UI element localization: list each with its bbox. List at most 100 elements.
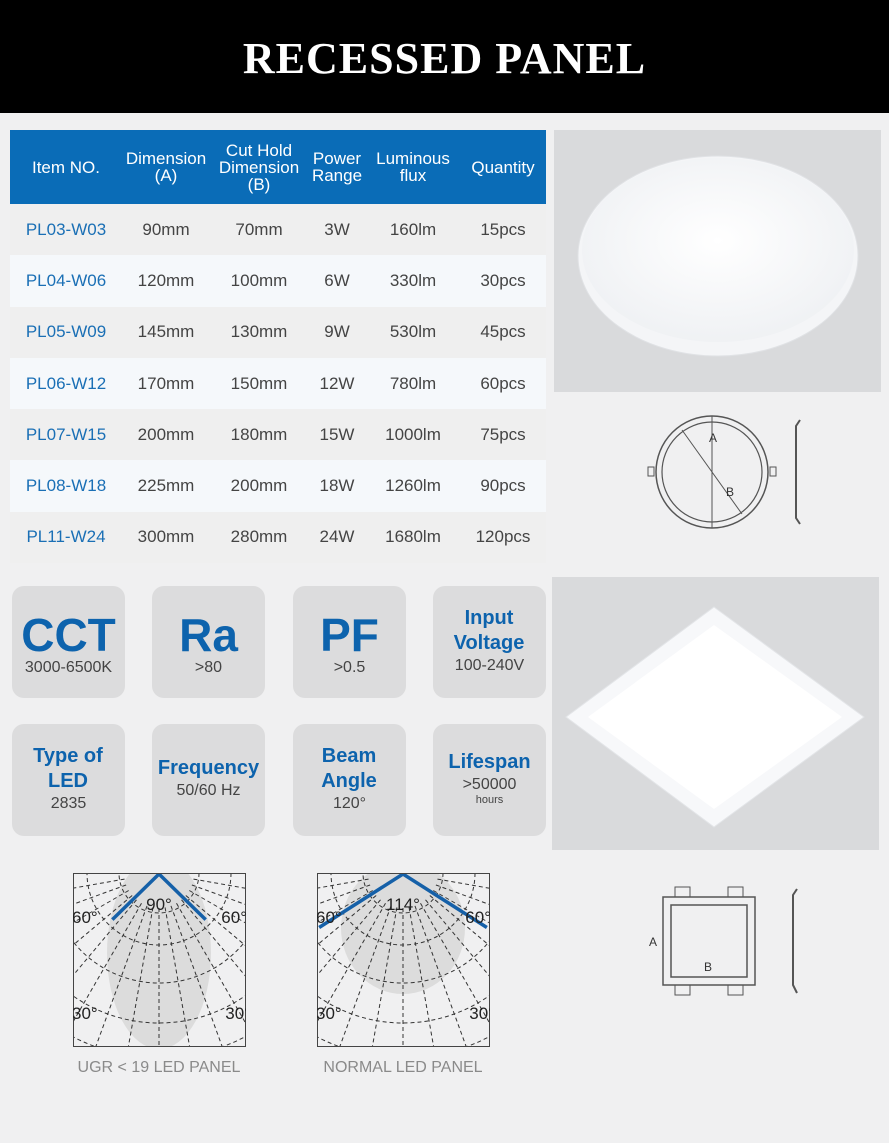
spec-card-beam-angle: Beam Angle 120° xyxy=(293,724,406,836)
grid-radial xyxy=(127,907,154,1047)
grid-radial xyxy=(73,878,125,889)
table-cell: 1680lm xyxy=(366,511,460,564)
angle-60-right: 60° xyxy=(221,908,246,927)
page-title: RECESSED PANEL xyxy=(0,0,889,113)
spec-value: 120° xyxy=(332,795,367,812)
grid-radial xyxy=(317,899,381,977)
table-cell: 100mm xyxy=(210,255,308,307)
table-cell: 170mm xyxy=(122,357,210,410)
table-cell: 90mm xyxy=(122,204,210,256)
table-row: PL06-W12 170mm 150mm 12W 780lm 60pcs xyxy=(10,357,546,410)
round-dimension-diagram: A B xyxy=(647,415,801,529)
table-cell: 130mm xyxy=(210,306,308,358)
angle-60-left: 60° xyxy=(73,908,98,927)
table-cell: 3W xyxy=(308,204,366,256)
spec-title: Frequency xyxy=(157,757,260,779)
spec-value: 100-240V xyxy=(454,657,525,674)
beam-angle-label: 90° xyxy=(146,895,172,914)
grid-radial xyxy=(73,890,129,924)
table-row: PL05-W09 145mm 130mm 9W 530lm 45pcs xyxy=(10,306,546,358)
table-cell: 280mm xyxy=(210,511,308,564)
table-cell: PL03-W03 xyxy=(10,204,122,256)
grid-radial xyxy=(317,895,377,946)
table-cell: PL04-W06 xyxy=(10,255,122,307)
table-cell: 120pcs xyxy=(460,511,546,564)
table-cell: 1000lm xyxy=(366,409,460,461)
grid-radial xyxy=(191,884,246,906)
label-a: A xyxy=(649,935,657,949)
table-cell: PL11-W24 xyxy=(10,511,122,564)
spec-title: Lifespan xyxy=(448,751,531,773)
table-cell: 225mm xyxy=(122,460,210,512)
spec-title: Type of LED xyxy=(33,745,103,792)
square-panel-photo xyxy=(552,577,879,850)
spec-title: Beam Angle xyxy=(321,745,377,792)
table-cell: 30pcs xyxy=(460,255,546,307)
table-cell: 24W xyxy=(308,511,366,564)
table-cell: 1260lm xyxy=(366,460,460,512)
table-row: PL08-W18 225mm 200mm 18W 1260lm 90pcs xyxy=(10,460,546,512)
grid-radial xyxy=(317,884,371,905)
grid-radial xyxy=(181,899,246,978)
grid-radial xyxy=(189,890,246,924)
table-cell: 15pcs xyxy=(460,204,546,256)
beam-angle-label: 114° xyxy=(386,895,420,914)
polar-diagram-ugr: 90° 60° 60° 30° 30° xyxy=(73,873,246,1047)
grid-radial xyxy=(339,905,392,1047)
table-cell: 70mm xyxy=(210,204,308,256)
grid-radial xyxy=(317,903,386,1023)
table-cell: 12W xyxy=(308,357,366,410)
col-dimension: Dimension (A) xyxy=(122,130,210,204)
table-cell: 60pcs xyxy=(460,357,546,410)
grid-radial xyxy=(176,903,246,1025)
table-row: PL04-W06 120mm 100mm 6W 330lm 30pcs xyxy=(10,255,546,307)
angle-30-right: 30° xyxy=(469,1004,490,1023)
caption-ugr: UGR < 19 LED PANEL xyxy=(77,1059,241,1076)
table-cell: 45pcs xyxy=(460,306,546,358)
spec-value: >80 xyxy=(194,659,223,676)
spec-card-ra: Ra >80 xyxy=(152,586,265,698)
table-cell: PL07-W15 xyxy=(10,409,122,461)
grid-radial xyxy=(170,905,223,1047)
spec-title: Input Voltage xyxy=(453,607,525,654)
grid-radial xyxy=(317,878,369,889)
table-cell: 18W xyxy=(308,460,366,512)
table-cell: PL05-W09 xyxy=(10,306,122,358)
grid-radial xyxy=(425,899,490,978)
grid-radial xyxy=(420,903,490,1025)
round-panel-photo xyxy=(554,130,881,392)
table-cell: 75pcs xyxy=(460,409,546,461)
table-cell: 300mm xyxy=(122,511,210,564)
table-cell: 180mm xyxy=(210,409,308,461)
grid-radial xyxy=(371,907,398,1047)
table-cell: 780lm xyxy=(366,357,460,410)
spec-value: 2835 xyxy=(50,795,87,812)
table-row: PL11-W24 300mm 280mm 24W 1680lm 120pcs xyxy=(10,511,546,564)
table-cell: 200mm xyxy=(122,409,210,461)
col-item: Item NO. xyxy=(10,130,122,204)
table-cell: 15W xyxy=(308,409,366,461)
table-cell: 145mm xyxy=(122,306,210,358)
spec-title: Ra xyxy=(179,609,238,661)
col-flux: Luminous flux xyxy=(366,130,460,204)
spec-value: >50000 xyxy=(462,776,517,793)
angle-60-left: 60° xyxy=(317,908,342,927)
table-row: PL07-W15 200mm 180mm 15W 1000lm 75pcs xyxy=(10,409,546,461)
spec-table: Item NO. Dimension (A) Cut Hold Dimensio… xyxy=(10,130,546,564)
square-dimension-diagram: A B xyxy=(649,886,798,996)
grid-radial xyxy=(164,907,191,1047)
table-cell: 9W xyxy=(308,306,366,358)
grid-radial xyxy=(95,905,148,1047)
grid-radial xyxy=(193,878,246,889)
table-cell: 6W xyxy=(308,255,366,307)
col-cut-hold: Cut Hold Dimension (B) xyxy=(210,130,308,204)
spec-card-lifespan: Lifespan >50000 hours xyxy=(433,724,546,836)
angle-60-right: 60° xyxy=(465,908,490,927)
grid-radial xyxy=(437,878,490,889)
spec-card-frequency: Frequency 50/60 Hz xyxy=(152,724,265,836)
polar-grid xyxy=(73,873,246,1047)
table-cell: 150mm xyxy=(210,357,308,410)
spec-value: 50/60 Hz xyxy=(176,782,241,799)
table-cell: 160lm xyxy=(366,204,460,256)
grid-radial xyxy=(414,905,467,1047)
